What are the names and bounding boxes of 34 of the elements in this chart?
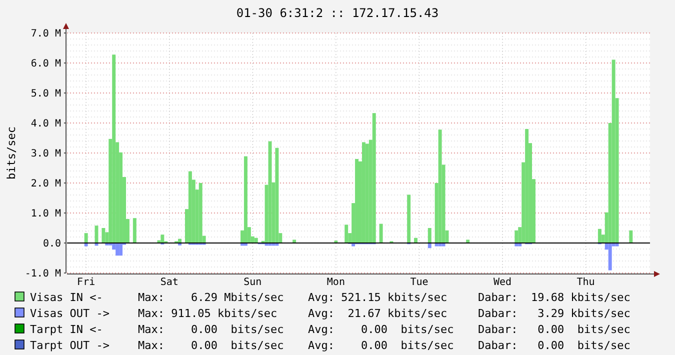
x-tick-label: Sun <box>244 277 262 288</box>
x-tick-label: Thu <box>576 277 595 288</box>
x-tick-label: Mon <box>326 277 345 288</box>
x-tick-label: Wed <box>493 277 512 288</box>
text: Max: 0.00 bits/sec <box>138 338 284 352</box>
legend-label: Visas IN <- <box>30 290 103 304</box>
x-tick-label: Fri <box>77 277 96 288</box>
text: Avg: 21.67 kbits/sec <box>308 306 448 320</box>
y-axis-title: bits/sec <box>5 126 18 180</box>
text: Max: 911.05 kbits/sec <box>138 306 278 320</box>
y-tick-label: 3.0 M <box>30 148 61 160</box>
chart-title: 01-30 6:31:2 :: 172.17.15.43 <box>236 6 439 20</box>
text: Dabar: 0.00 bits/sec <box>478 322 630 336</box>
y-tick-label: 0.0 <box>42 238 61 250</box>
x-tick-label: Tue <box>410 277 428 288</box>
x-tick-label: Sat <box>160 277 178 288</box>
legend-label: Visas OUT -> <box>30 306 110 320</box>
y-tick-label: 1.0 M <box>30 208 61 220</box>
text: Avg: 521.15 kbits/sec <box>308 290 448 304</box>
text: Dabar: 3.29 kbits/sec <box>478 306 630 320</box>
text: Dabar: 19.68 kbits/sec <box>478 290 630 304</box>
text: Dabar: 0.00 bits/sec <box>478 338 630 352</box>
text: Avg: 0.00 bits/sec <box>308 322 454 336</box>
y-tick-label: 7.0 M <box>30 28 61 40</box>
y-tick-label: 5.0 M <box>30 88 61 100</box>
legend-label: Tarpt IN <- <box>30 322 103 336</box>
y-tick-label: -1.0 M <box>24 268 61 280</box>
text: Max: 6.29 Mbits/sec <box>138 290 284 304</box>
y-tick-label: 6.0 M <box>30 58 61 70</box>
text: Max: 0.00 bits/sec <box>138 322 284 336</box>
text: Avg: 0.00 bits/sec <box>308 338 454 352</box>
y-tick-label: 4.0 M <box>30 118 61 130</box>
y-tick-label: 2.0 M <box>30 178 61 190</box>
legend-label: Tarpt OUT -> <box>30 338 110 352</box>
